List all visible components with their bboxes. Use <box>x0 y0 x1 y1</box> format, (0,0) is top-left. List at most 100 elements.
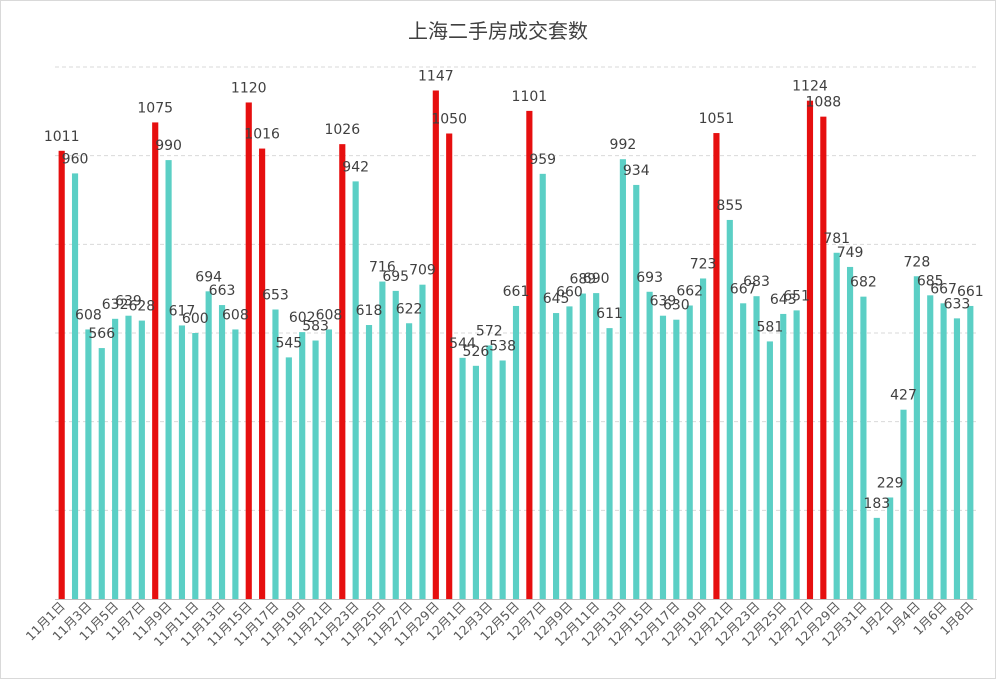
bar <box>606 328 613 599</box>
data-label: 639 <box>115 294 142 310</box>
bar <box>900 409 907 599</box>
data-label: 229 <box>877 475 904 491</box>
bar <box>686 305 693 599</box>
bar <box>846 266 854 599</box>
data-label: 682 <box>850 275 877 291</box>
data-label: 934 <box>623 163 650 179</box>
data-labels: 1011960608566632639628107599061760069466… <box>44 69 984 512</box>
data-label: 662 <box>676 284 703 300</box>
bar <box>98 348 105 599</box>
data-label: 545 <box>275 335 302 351</box>
data-label: 645 <box>543 291 570 307</box>
bar <box>700 278 707 599</box>
data-label: 618 <box>356 303 383 319</box>
bar <box>793 310 800 599</box>
data-label: 622 <box>396 301 423 317</box>
x-axis-ticks: 11月1日11月3日11月5日11月7日11月9日11月11日11月13日11月… <box>23 599 977 650</box>
data-label: 709 <box>409 263 436 279</box>
data-label: 651 <box>783 288 810 304</box>
bar <box>325 329 332 599</box>
data-label: 1016 <box>244 127 280 143</box>
data-label: 690 <box>583 271 610 287</box>
data-label: 661 <box>957 284 984 300</box>
bar <box>713 133 720 599</box>
bar <box>112 318 119 599</box>
data-label: 1088 <box>806 95 842 111</box>
bar <box>446 133 453 599</box>
data-label: 183 <box>863 496 890 512</box>
bar <box>873 517 880 599</box>
data-label: 695 <box>382 269 409 285</box>
data-label: 942 <box>342 159 369 175</box>
bar <box>673 319 680 599</box>
bar <box>71 173 79 599</box>
bar <box>566 306 573 599</box>
data-label: 628 <box>128 299 155 315</box>
bar <box>833 252 840 599</box>
data-label: 1050 <box>431 112 467 128</box>
bar-series <box>58 90 974 600</box>
bar <box>259 148 266 599</box>
data-label: 572 <box>476 323 503 339</box>
data-label: 723 <box>690 256 717 272</box>
bar <box>740 303 747 599</box>
data-label: 653 <box>262 288 289 304</box>
data-label: 990 <box>155 138 182 154</box>
grid-lines <box>55 66 977 600</box>
data-label: 1026 <box>324 122 360 138</box>
data-label: 581 <box>757 319 784 335</box>
data-label: 855 <box>716 198 743 214</box>
data-label: 661 <box>503 284 530 300</box>
bar <box>553 313 560 599</box>
data-label: 608 <box>75 307 102 323</box>
data-label: 1011 <box>44 129 80 145</box>
bar <box>178 325 186 599</box>
data-label: 632 <box>102 297 129 313</box>
bar <box>205 291 212 599</box>
chart-title: 上海二手房成交套数 <box>408 19 588 43</box>
bar <box>913 276 920 599</box>
bar <box>927 295 934 599</box>
data-label: 526 <box>463 344 490 360</box>
bar <box>192 333 199 599</box>
data-label: 639 <box>650 294 677 310</box>
bar <box>486 345 493 599</box>
data-label: 630 <box>663 298 690 314</box>
bar <box>593 293 600 599</box>
bar <box>659 315 667 599</box>
data-label: 1147 <box>418 69 454 85</box>
data-label: 728 <box>904 254 931 270</box>
bar <box>780 313 787 599</box>
data-label: 617 <box>169 303 196 319</box>
bar <box>619 159 626 599</box>
data-label: 1101 <box>512 89 548 105</box>
bar <box>419 284 426 599</box>
data-label: 689 <box>569 272 596 288</box>
data-label: 749 <box>837 245 864 261</box>
bar <box>165 160 172 599</box>
data-label: 663 <box>209 283 236 299</box>
data-label: 538 <box>489 338 516 354</box>
bar <box>125 315 132 599</box>
bar <box>432 90 439 599</box>
data-label: 544 <box>449 336 476 352</box>
data-label: 1075 <box>137 100 173 116</box>
bar <box>339 144 346 599</box>
bar <box>512 305 520 599</box>
data-label: 959 <box>529 152 556 168</box>
bar <box>526 110 533 599</box>
bar <box>232 329 239 599</box>
bar <box>352 181 359 599</box>
data-label: 1120 <box>231 80 267 96</box>
bar <box>152 122 159 600</box>
data-label: 602 <box>289 310 316 326</box>
data-label: 611 <box>596 306 623 322</box>
data-label: 693 <box>636 270 663 286</box>
data-label: 1051 <box>699 111 735 127</box>
data-label: 660 <box>556 284 583 300</box>
bar <box>85 329 92 599</box>
bar <box>58 150 65 600</box>
bar <box>365 325 373 599</box>
